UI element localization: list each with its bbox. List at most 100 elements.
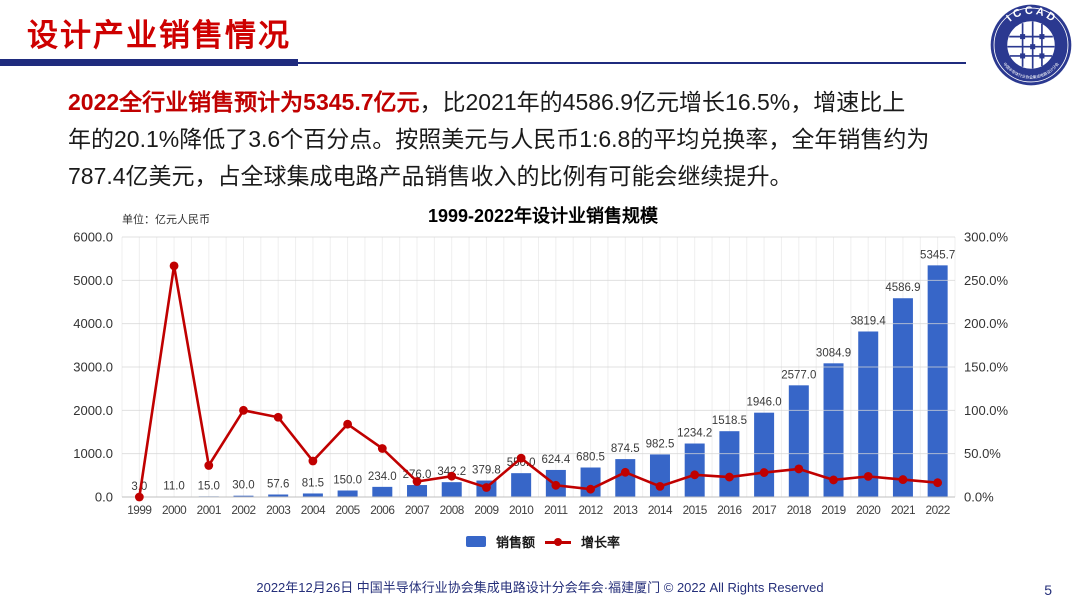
sales-bar-2016 [719,431,740,497]
y-axis-left-tick: 6000.0 [73,230,113,245]
growth-marker-2010 [516,453,526,463]
summary-paragraph: 2022全行业销售预计为5345.7亿元，比2021年的4586.9亿元增长16… [68,84,1058,195]
sales-bar-2010 [511,473,532,497]
x-axis-tick-2010: 2010 [509,503,534,517]
x-axis-tick-2006: 2006 [370,503,395,517]
page-number: 5 [1044,582,1052,598]
x-axis-tick-2017: 2017 [752,503,776,517]
y-axis-right-tick: 300.0% [964,230,1009,245]
x-axis-tick-2009: 2009 [474,503,498,517]
iccad-logo: I C C A D 中国半导体行业协会集成电路设计分会 [990,4,1072,86]
y-axis-right-tick: 200.0% [964,316,1009,331]
growth-marker-2015 [690,470,700,480]
growth-marker-2003 [273,412,283,422]
bar-value-label: 3.0 [131,481,147,493]
growth-marker-2012 [586,484,595,494]
bar-value-label: 3819.4 [851,315,887,327]
summary-line-3: 787.4亿美元，占全球集成电路产品销售收入的比例有可能会继续提升。 [68,163,793,189]
chart-plot: 3.011.015.030.057.681.5150.0234.0276.034… [73,230,1009,518]
growth-marker-2020 [863,471,873,481]
growth-marker-2021 [898,475,908,484]
growth-marker-2005 [343,419,353,429]
svg-text:I C C A D: I C C A D [1004,5,1057,25]
bar-value-label: 15.0 [198,480,220,492]
sales-bar-2008 [441,482,462,497]
sales-bar-2007 [407,485,428,497]
footer-credit: 2022年12月26日 中国半导体行业协会集成电路设计分会年会·福建厦门 © 2… [256,580,824,595]
bar-value-label: 150.0 [333,475,362,487]
sales-bar-2014 [649,454,670,497]
growth-marker-2002 [239,405,248,415]
x-axis-tick-2012: 2012 [578,503,602,517]
chart-unit-label: 单位：亿元人民币 [122,214,210,226]
y-axis-left-tick: 3000.0 [73,360,113,375]
sales-bar-2006 [372,486,393,497]
y-axis-right-tick: 150.0% [964,360,1009,375]
sales-bar-2013 [615,459,636,497]
summary-highlight: 2022全行业销售预计为5345.7亿元 [68,89,420,115]
growth-marker-2014 [655,481,665,491]
sales-chart: 单位：亿元人民币 1999-2022年设计业销售规模 3.0 11.0 15.0 30… [48,200,1038,562]
bar-value-label: 81.5 [302,477,324,489]
x-axis-tick-2016: 2016 [717,503,742,517]
x-axis-tick-2019: 2019 [821,503,845,517]
sales-bar-2017 [754,412,775,497]
legend-line-label: 增长率 [581,535,621,550]
bar-value-label: 982.5 [646,438,675,450]
sales-bar-2019 [823,363,844,497]
legend-line-swatch [545,537,571,547]
x-axis-tick-2011: 2011 [544,503,567,517]
summary-line-2: 年的20.1%降低了3.6个百分点。按照美元与人民币1:6.8的平均兑换率，全年… [68,126,930,152]
y-axis-left-tick: 5000.0 [73,273,113,288]
chart-title: 1999-2022年设计业销售规模 [427,206,659,226]
bar-value-label: 57.6 [267,479,289,491]
bar-value-label: 1518.5 [712,415,747,427]
bar-value-label: 624.4 [541,454,570,466]
bar-value-label: 2577.0 [781,369,816,381]
growth-marker-2022 [933,478,943,488]
bar-value-label: 11.0 [163,481,185,493]
growth-line [138,265,938,498]
sales-bar-2021 [892,298,913,497]
growth-marker-2004 [308,456,318,466]
y-axis-right-tick: 0.0% [964,490,994,505]
y-axis-right-tick: 50.0% [964,446,1001,461]
summary-line-1: 2022全行业销售预计为5345.7亿元，比2021年的4586.9亿元增长16… [68,89,906,115]
sales-bar-2003 [268,494,289,497]
growth-marker-1999 [134,492,144,502]
x-axis-tick-2002: 2002 [231,503,255,517]
bar-value-label: 5345.7 [920,249,955,261]
x-axis-tick-2005: 2005 [335,503,360,517]
x-axis-tick-2020: 2020 [856,503,881,517]
bar-value-label: 234.0 [368,471,397,483]
sales-bar-2022 [927,265,948,497]
sales-bar-2018 [788,385,809,497]
x-axis-tick-2018: 2018 [787,503,812,517]
bar-value-label: 276.0 [403,469,432,481]
growth-marker-2009 [482,483,491,492]
growth-marker-2011 [551,480,561,490]
bar-value-label: 4586.9 [885,282,920,294]
bar-value-label: 550.0 [507,457,536,469]
growth-marker-2018 [794,464,804,474]
y-axis-left-tick: 1000.0 [73,446,113,461]
growth-marker-2000 [169,261,179,271]
sales-bar-2015 [684,443,705,497]
title-underline-thin [298,62,966,64]
x-axis-tick-2007: 2007 [405,503,429,517]
growth-marker-2008 [447,471,457,481]
y-axis-right-tick: 100.0% [964,403,1009,418]
y-axis-left-tick: 0.0 [95,490,113,505]
x-axis-tick-1999: 1999 [127,503,151,517]
legend-bar-label: 销售额 [495,535,535,550]
growth-marker-2019 [829,475,838,485]
y-axis-left-tick: 2000.0 [73,403,113,418]
bar-value-label: 3084.9 [816,347,851,359]
growth-marker-2017 [759,468,769,477]
x-axis-tick-2013: 2013 [613,503,638,517]
x-axis-tick-2015: 2015 [683,503,708,517]
title-underline-thick [0,59,298,66]
sales-bar-2002 [233,495,254,497]
sales-bar-2005 [337,490,358,497]
